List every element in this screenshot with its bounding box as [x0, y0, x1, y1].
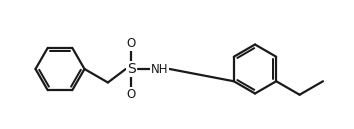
Text: O: O [127, 88, 136, 101]
Text: O: O [127, 37, 136, 50]
Text: S: S [127, 62, 136, 76]
Text: NH: NH [151, 62, 169, 75]
